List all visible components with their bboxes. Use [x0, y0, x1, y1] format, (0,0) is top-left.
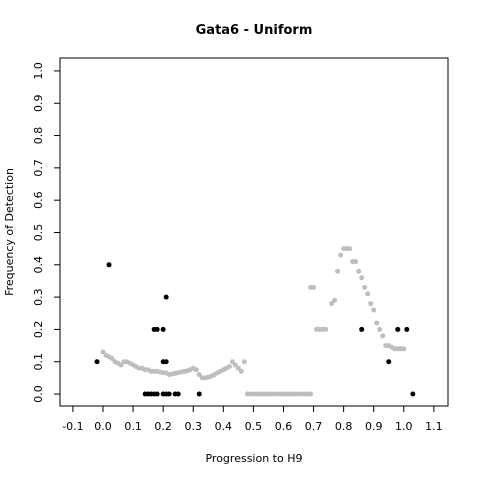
- x-tick-label: 0.2: [154, 420, 172, 433]
- point: [229, 359, 235, 365]
- point: [118, 362, 124, 368]
- y-axis-label: Frequency of Detection: [3, 168, 16, 296]
- point: [368, 301, 374, 307]
- y-tick-label: 0.4: [32, 256, 45, 274]
- x-tick-label: 1.1: [425, 420, 443, 433]
- y-tick-label: 0.8: [32, 127, 45, 145]
- y-tick-label: 1.0: [32, 62, 45, 80]
- x-tick-label: 0.0: [94, 420, 112, 433]
- point: [235, 365, 241, 371]
- y-tick-label: 0.2: [32, 321, 45, 339]
- point: [154, 326, 160, 332]
- x-axis-label: Progression to H9: [205, 452, 302, 465]
- x-tick-label: -0.1: [62, 420, 83, 433]
- point: [374, 320, 380, 326]
- point: [332, 297, 338, 303]
- x-tick-label: 0.4: [215, 420, 233, 433]
- point: [356, 268, 362, 274]
- point: [160, 326, 166, 332]
- chart-title: Gata6 - Uniform: [196, 23, 313, 38]
- point: [371, 307, 377, 313]
- point: [106, 262, 112, 268]
- point: [323, 326, 329, 332]
- y-tick-label: 0.0: [32, 385, 45, 403]
- point: [109, 356, 115, 362]
- x-tick-label: 0.5: [245, 420, 263, 433]
- x-tick-label: 0.6: [275, 420, 293, 433]
- point: [196, 372, 202, 378]
- x-tick-label: 0.1: [124, 420, 142, 433]
- point: [362, 284, 368, 290]
- y-tick-label: 0.3: [32, 288, 45, 306]
- point: [196, 391, 202, 397]
- y-tick-label: 0.1: [32, 353, 45, 371]
- point: [386, 359, 392, 365]
- point: [154, 391, 160, 397]
- point: [347, 246, 353, 252]
- point: [166, 391, 172, 397]
- x-tick-label: 0.3: [184, 420, 202, 433]
- point: [193, 367, 199, 373]
- point: [377, 326, 383, 332]
- x-tick-label: 1.0: [395, 420, 413, 433]
- point: [226, 364, 232, 370]
- point: [308, 391, 314, 397]
- point: [329, 301, 335, 307]
- y-tick-label: 0.6: [32, 191, 45, 209]
- point: [335, 268, 341, 274]
- point: [175, 391, 181, 397]
- point: [401, 346, 407, 352]
- point: [238, 368, 244, 374]
- point: [163, 359, 169, 365]
- x-tick-label: 0.9: [365, 420, 383, 433]
- point: [100, 349, 106, 355]
- point: [380, 333, 386, 339]
- y-tick-label: 0.9: [32, 94, 45, 112]
- point: [311, 284, 317, 290]
- point: [404, 326, 410, 332]
- point: [241, 359, 247, 365]
- point: [359, 326, 365, 332]
- y-tick-label: 0.7: [32, 159, 45, 177]
- point: [338, 252, 344, 258]
- point: [359, 275, 365, 281]
- point: [395, 326, 401, 332]
- x-tick-label: 0.7: [305, 420, 323, 433]
- point: [232, 362, 238, 368]
- point: [94, 359, 100, 365]
- point: [163, 294, 169, 300]
- point: [365, 291, 371, 297]
- y-tick-label: 0.5: [32, 224, 45, 242]
- point: [410, 391, 416, 397]
- x-tick-label: 0.8: [335, 420, 353, 433]
- point: [353, 259, 359, 265]
